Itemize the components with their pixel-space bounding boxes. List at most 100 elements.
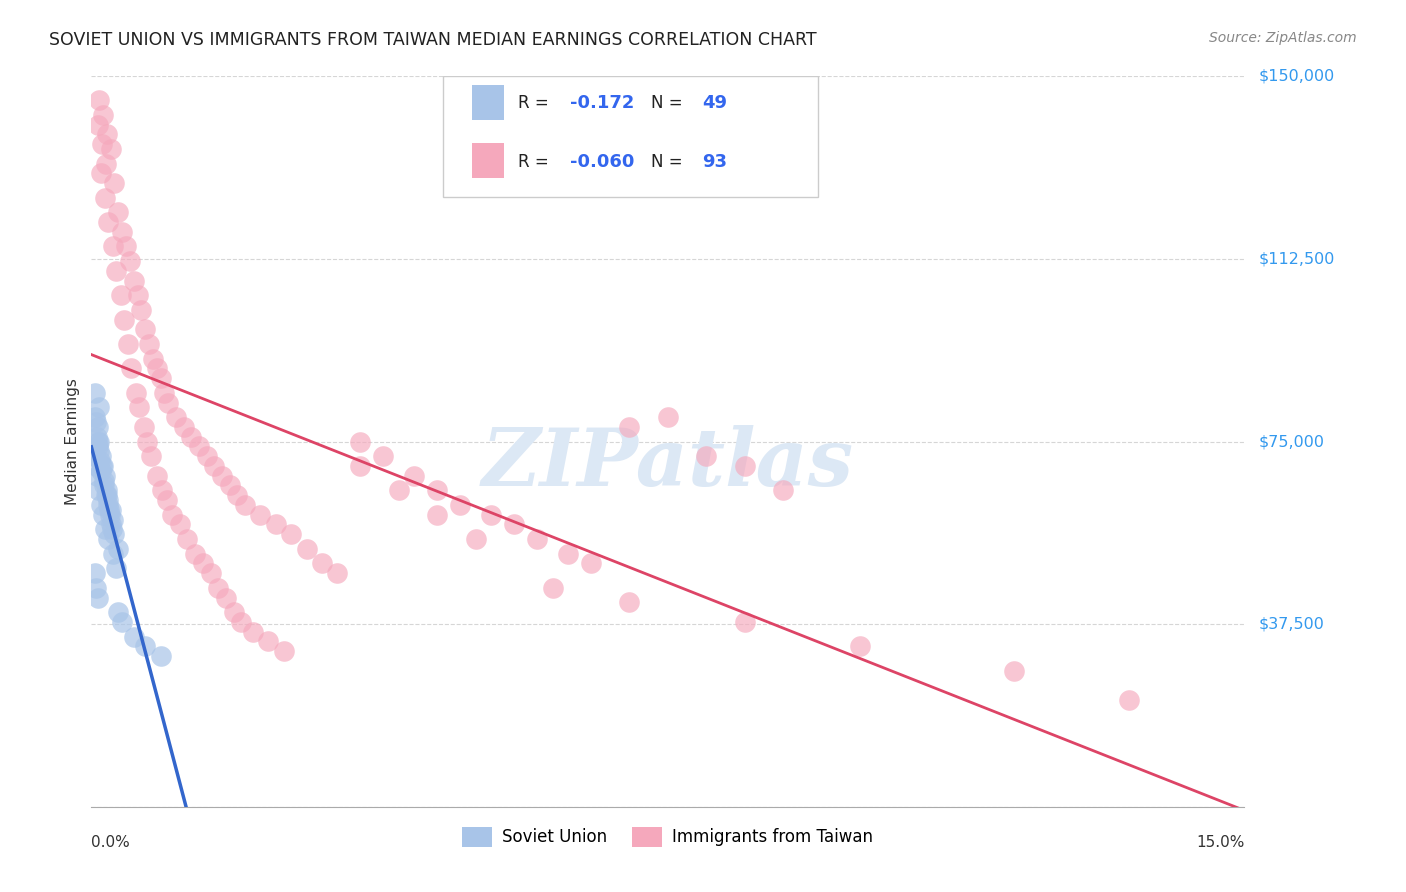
Point: [280, 527, 302, 541]
Point: [101, 522, 124, 536]
Point: [91, 458, 114, 473]
Point: [273, 644, 295, 658]
Y-axis label: Median Earnings: Median Earnings: [65, 378, 80, 505]
Text: $150,000: $150,000: [1258, 69, 1334, 83]
Point: [125, 385, 148, 400]
Point: [103, 527, 125, 541]
Point: [464, 532, 486, 546]
Point: [426, 483, 449, 498]
FancyBboxPatch shape: [472, 85, 505, 120]
Point: [1118, 693, 1140, 707]
Point: [249, 508, 271, 522]
Text: -0.060: -0.060: [569, 153, 634, 171]
Point: [107, 541, 129, 556]
Point: [226, 488, 249, 502]
Point: [87, 401, 110, 415]
Point: [90, 449, 112, 463]
Point: [132, 420, 155, 434]
Point: [107, 205, 129, 219]
Point: [101, 512, 124, 526]
Point: [115, 239, 138, 253]
Point: [89, 454, 111, 468]
Text: $112,500: $112,500: [1258, 252, 1334, 266]
Point: [1002, 664, 1025, 678]
Point: [156, 493, 179, 508]
Point: [150, 483, 173, 498]
Point: [134, 640, 156, 654]
FancyBboxPatch shape: [443, 76, 818, 196]
Point: [101, 547, 124, 561]
Point: [86, 591, 108, 605]
Point: [326, 566, 349, 581]
Point: [349, 434, 371, 449]
Point: [200, 566, 222, 581]
Point: [211, 468, 233, 483]
Point: [96, 498, 118, 512]
Text: 0.0%: 0.0%: [91, 836, 131, 850]
Point: [695, 449, 717, 463]
Point: [349, 458, 371, 473]
Point: [90, 166, 112, 180]
Point: [619, 595, 641, 609]
Point: [94, 522, 117, 536]
Text: $37,500: $37,500: [1258, 617, 1324, 632]
Point: [84, 410, 107, 425]
Point: [579, 557, 602, 571]
Point: [98, 508, 121, 522]
Point: [86, 430, 108, 444]
Point: [202, 458, 225, 473]
Text: N =: N =: [651, 94, 688, 112]
Point: [111, 225, 134, 239]
Point: [120, 361, 142, 376]
Text: 49: 49: [703, 94, 727, 112]
Point: [184, 547, 207, 561]
Point: [84, 566, 107, 581]
Point: [165, 410, 187, 425]
Point: [96, 483, 118, 498]
Point: [195, 449, 218, 463]
Point: [87, 93, 110, 107]
Point: [734, 615, 756, 629]
Point: [233, 498, 256, 512]
Point: [96, 128, 118, 142]
Point: [188, 439, 211, 453]
Point: [84, 581, 107, 595]
Point: [91, 508, 114, 522]
Point: [127, 288, 149, 302]
Text: SOVIET UNION VS IMMIGRANTS FROM TAIWAN MEDIAN EARNINGS CORRELATION CHART: SOVIET UNION VS IMMIGRANTS FROM TAIWAN M…: [49, 31, 817, 49]
Point: [87, 483, 110, 498]
Point: [87, 434, 110, 449]
Point: [160, 508, 183, 522]
Point: [84, 449, 107, 463]
FancyBboxPatch shape: [472, 143, 505, 178]
Point: [97, 215, 120, 229]
Point: [110, 288, 132, 302]
Point: [86, 468, 108, 483]
Point: [94, 191, 117, 205]
Point: [145, 361, 167, 376]
Point: [90, 498, 112, 512]
Text: 15.0%: 15.0%: [1197, 836, 1244, 850]
Point: [449, 498, 471, 512]
Point: [426, 508, 449, 522]
Point: [91, 137, 114, 152]
Point: [557, 547, 579, 561]
Point: [134, 322, 156, 336]
Point: [404, 468, 426, 483]
Point: [849, 640, 872, 654]
Point: [94, 468, 117, 483]
Point: [97, 532, 120, 546]
Point: [93, 478, 115, 492]
Point: [264, 517, 287, 532]
Point: [112, 312, 135, 326]
Point: [86, 420, 108, 434]
Point: [388, 483, 411, 498]
Point: [107, 605, 129, 619]
Point: [149, 649, 172, 664]
Point: [218, 478, 240, 492]
Point: [122, 274, 145, 288]
Point: [94, 488, 117, 502]
Point: [128, 401, 150, 415]
Point: [91, 108, 114, 122]
Point: [96, 488, 118, 502]
